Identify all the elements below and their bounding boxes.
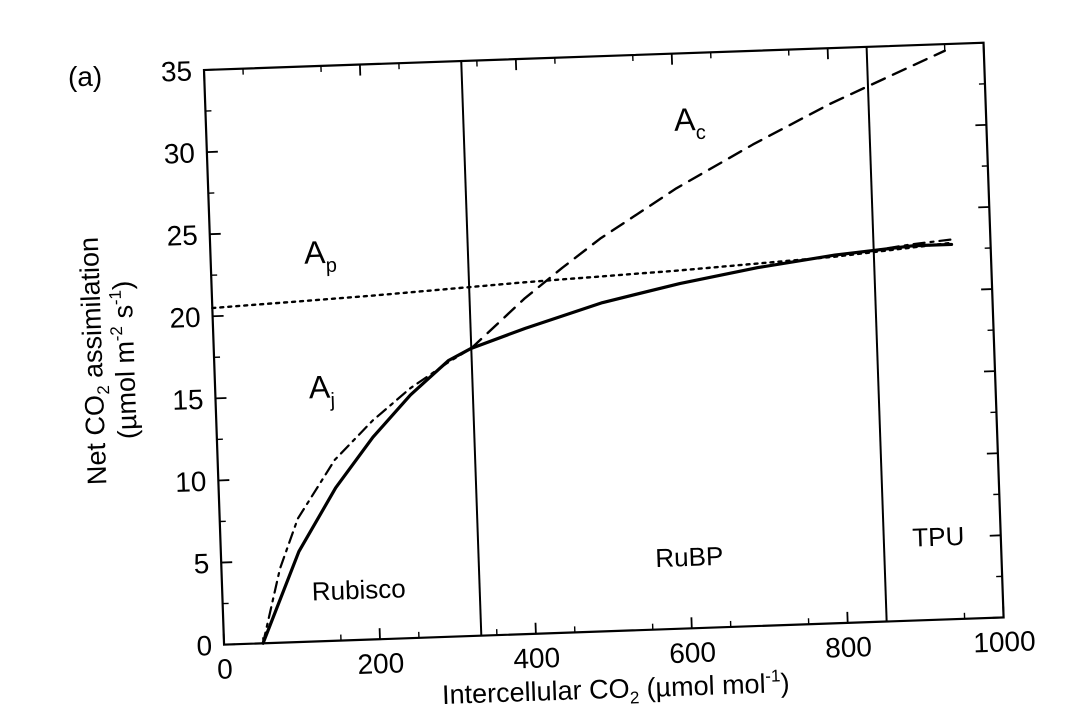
x-tick-label: 400 [513, 642, 561, 675]
region-label: Rubisco [311, 573, 406, 606]
ac-curve [261, 49, 946, 645]
x-axis-title: Intercellular CO2 (µmol mol-1) [441, 666, 790, 714]
region-label: TPU [912, 521, 965, 553]
y-tick-label: 25 [166, 220, 198, 252]
curves [211, 49, 954, 645]
y-axis-units: (µmol m-2 s-1) [105, 280, 143, 439]
y-tick-label: 35 [160, 55, 192, 87]
x-tick-label: 0 [217, 653, 234, 685]
ap-curve [211, 241, 953, 310]
tick-labels: 0 200 400 600 800 1000 0 5 10 15 20 25 30 35 [160, 55, 1036, 685]
y-tick-label: 20 [169, 302, 201, 334]
x-tick-label: 1000 [973, 625, 1036, 658]
region-label: RuBP [655, 541, 724, 573]
region-labels: Rubisco RuBP TPU [311, 521, 965, 607]
y-axis-title: Net CO2 assimilation [74, 236, 117, 485]
y-tick-label: 5 [193, 548, 210, 580]
x-tick-label: 800 [825, 631, 873, 664]
curve-label-aj-curve: Aj [308, 369, 335, 413]
panel-label: (a) [68, 61, 102, 92]
y-tick-label: 30 [163, 138, 195, 170]
y-tick-label: 10 [175, 466, 207, 498]
net-assimilation-curve [261, 242, 954, 645]
x-tick-label: 200 [357, 647, 405, 680]
y-tick-label: 15 [172, 384, 204, 416]
curve-label-ap-curve: Ap [303, 234, 337, 278]
x-tick-label: 600 [669, 636, 717, 669]
curve-label-ac-curve: Ac [673, 101, 706, 145]
curve-labels: Ac Aj Ap [303, 101, 706, 413]
axis-ticks [203, 41, 1005, 646]
divider-line [865, 46, 888, 622]
y-tick-label: 0 [196, 630, 213, 662]
